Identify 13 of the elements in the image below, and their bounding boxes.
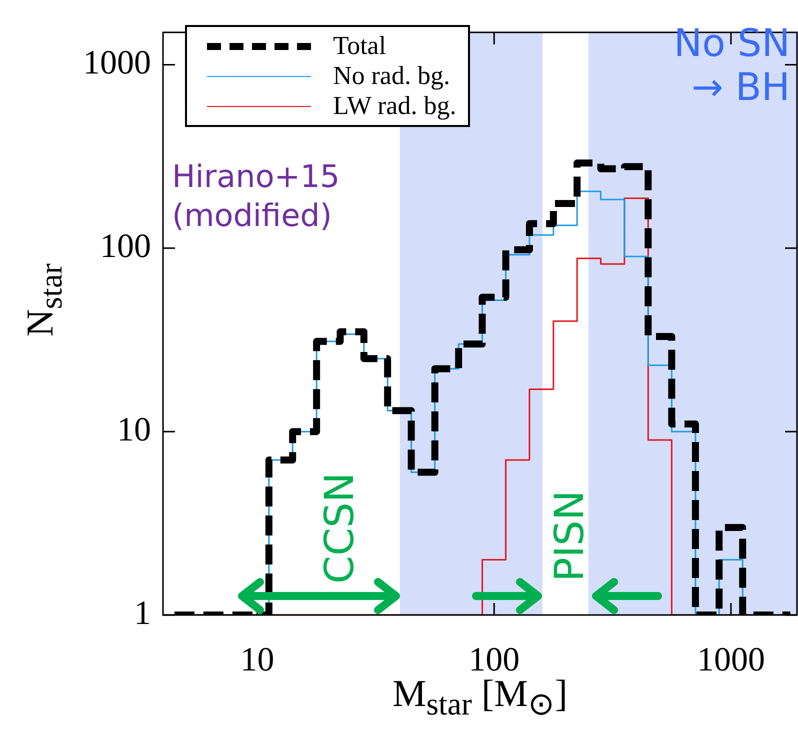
y-tick-label: 10 [117, 411, 151, 448]
annotation: Hirano+15 (modified) [172, 158, 340, 236]
annotation: CCSN [317, 472, 363, 584]
legend-label: Total [333, 31, 386, 61]
y-tick-label: 1000 [83, 44, 151, 82]
x-tick-label: 10 [240, 641, 274, 678]
annotation: No SN → BH [674, 21, 790, 110]
legend-label: No rad. bg. [333, 61, 450, 91]
annotation: PISN [547, 490, 593, 582]
y-tick-label: 100 [100, 228, 151, 266]
y-tick-label: 1 [134, 594, 151, 632]
legend-label: LW rad. bg. [333, 91, 456, 121]
x-tick-label: 1000 [696, 641, 765, 678]
